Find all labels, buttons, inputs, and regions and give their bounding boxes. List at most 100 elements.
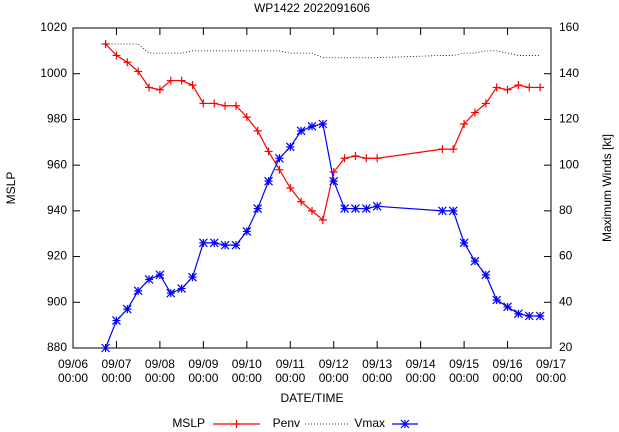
data-point bbox=[503, 85, 512, 94]
x-tick-label: 09/11 00:00 bbox=[275, 357, 306, 385]
legend-label: MSLP bbox=[172, 416, 205, 430]
x-tick-label: 09/10 00:00 bbox=[231, 357, 262, 385]
data-point bbox=[460, 120, 469, 128]
data-point bbox=[286, 184, 295, 192]
data-point bbox=[373, 154, 382, 163]
data-point bbox=[329, 168, 338, 176]
data-point bbox=[481, 270, 491, 280]
data-point bbox=[351, 204, 360, 213]
data-point bbox=[166, 76, 175, 85]
data-point bbox=[340, 204, 350, 213]
x-tick-label: 09/12 00:00 bbox=[318, 357, 349, 385]
plot-frame bbox=[72, 27, 552, 349]
y2-tick-label: 40 bbox=[559, 294, 573, 308]
y2-tick-label: 160 bbox=[559, 20, 579, 34]
data-point bbox=[209, 238, 219, 248]
data-point bbox=[145, 83, 154, 92]
data-point bbox=[210, 99, 219, 108]
y2-axis-label: Maximum Winds [kt] bbox=[600, 134, 614, 242]
x-tick-label: 09/09 00:00 bbox=[188, 357, 219, 385]
y-tick-label: 880 bbox=[47, 340, 67, 354]
data-point bbox=[481, 99, 490, 108]
data-point bbox=[285, 142, 295, 152]
data-point bbox=[329, 176, 339, 186]
data-point bbox=[112, 51, 121, 60]
series-line bbox=[105, 43, 541, 59]
data-point bbox=[340, 154, 349, 163]
y-tick-label: 940 bbox=[47, 203, 67, 217]
data-point bbox=[351, 152, 360, 160]
data-point bbox=[177, 284, 187, 293]
y2-tick-label: 20 bbox=[559, 340, 573, 354]
data-point bbox=[264, 147, 273, 156]
data-point bbox=[437, 206, 447, 216]
y-tick-label: 1020 bbox=[40, 20, 67, 34]
series-line bbox=[105, 43, 541, 222]
data-point bbox=[362, 154, 371, 163]
data-point bbox=[231, 101, 240, 110]
data-point bbox=[188, 81, 197, 90]
data-point bbox=[525, 83, 534, 92]
data-point bbox=[220, 240, 230, 250]
data-point bbox=[166, 288, 176, 298]
data-point bbox=[318, 119, 328, 129]
legend-marker bbox=[232, 420, 241, 428]
data-point bbox=[101, 343, 111, 353]
x-tick-label: 09/15 00:00 bbox=[449, 357, 480, 385]
data-point bbox=[470, 256, 480, 266]
data-point bbox=[524, 311, 534, 321]
data-point bbox=[199, 99, 208, 108]
y-tick-label: 980 bbox=[47, 112, 67, 126]
data-point bbox=[361, 204, 371, 213]
data-point bbox=[503, 302, 512, 312]
legend-label: Penv bbox=[273, 416, 300, 430]
x-tick-label: 09/08 00:00 bbox=[144, 357, 175, 385]
data-point bbox=[308, 206, 316, 215]
data-point bbox=[492, 295, 502, 305]
y-tick-label: 1000 bbox=[40, 66, 67, 80]
data-point bbox=[188, 272, 197, 282]
x-axis-label: DATE/TIME bbox=[280, 391, 343, 405]
data-point bbox=[470, 108, 479, 117]
data-point bbox=[112, 316, 121, 325]
data-point bbox=[134, 67, 143, 76]
y2-tick-label: 140 bbox=[559, 66, 579, 80]
x-tick-label: 09/06 00:00 bbox=[57, 357, 89, 385]
data-point bbox=[275, 165, 284, 174]
data-point bbox=[535, 311, 545, 321]
y2-tick-label: 80 bbox=[559, 203, 573, 217]
y-tick-label: 920 bbox=[47, 249, 67, 263]
data-point bbox=[274, 153, 284, 163]
x-tick-label: 09/16 00:00 bbox=[492, 357, 523, 385]
legend-label: Vmax bbox=[354, 416, 385, 430]
data-point bbox=[177, 76, 186, 85]
data-point bbox=[372, 201, 382, 211]
x-tick-label: 09/17 00:00 bbox=[535, 357, 567, 385]
data-point bbox=[253, 204, 263, 213]
data-point bbox=[296, 126, 306, 136]
data-point bbox=[536, 83, 545, 92]
data-point bbox=[297, 197, 306, 206]
data-point bbox=[264, 176, 273, 186]
data-point bbox=[133, 286, 143, 296]
series-line bbox=[105, 123, 541, 349]
data-point bbox=[155, 270, 165, 280]
data-point bbox=[492, 83, 501, 92]
y2-tick-label: 120 bbox=[559, 112, 579, 126]
data-point bbox=[155, 85, 164, 94]
y-tick-label: 960 bbox=[47, 157, 67, 171]
legend-marker bbox=[400, 419, 410, 429]
data-point bbox=[514, 81, 523, 90]
data-point bbox=[242, 113, 251, 122]
data-point bbox=[242, 227, 252, 236]
y2-tick-label: 60 bbox=[559, 249, 573, 263]
data-point bbox=[318, 216, 327, 224]
data-point bbox=[253, 126, 262, 135]
data-point bbox=[513, 309, 523, 319]
data-point bbox=[448, 206, 458, 216]
data-point bbox=[198, 238, 208, 248]
y-tick-label: 900 bbox=[47, 294, 67, 308]
data-point bbox=[307, 121, 317, 131]
